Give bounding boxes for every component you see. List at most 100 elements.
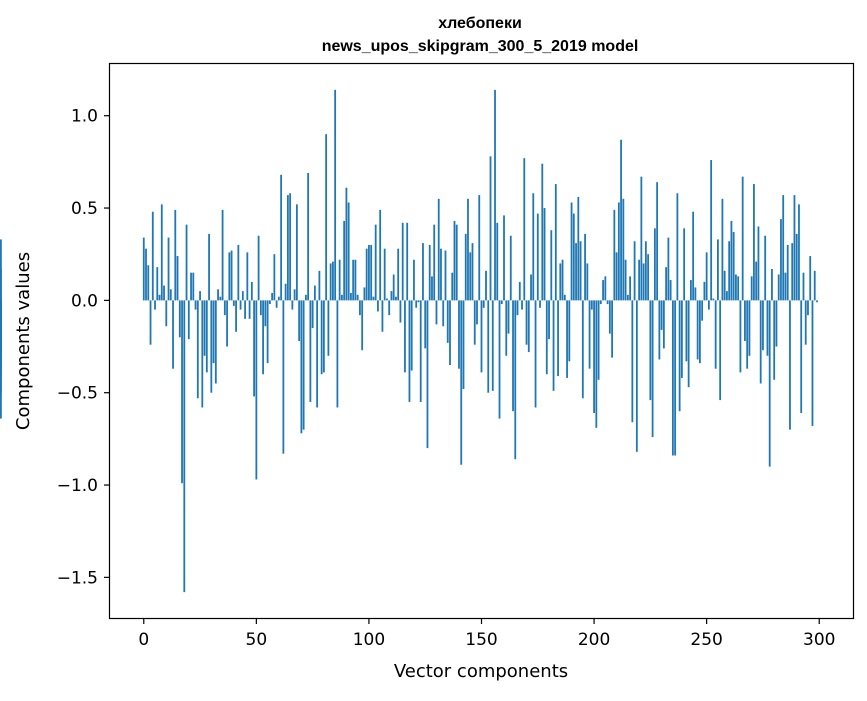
bar-156 <box>494 89 496 301</box>
bar-73 <box>307 172 310 301</box>
bar-133 <box>442 300 445 327</box>
bar-277 <box>766 300 769 356</box>
bar-238 <box>678 300 681 412</box>
bar-80 <box>322 300 325 373</box>
bar-29 <box>208 233 210 301</box>
bar-260 <box>728 241 731 301</box>
bar-264 <box>737 276 740 301</box>
bar-12 <box>169 289 172 301</box>
bar-276 <box>764 235 767 301</box>
bar-36 <box>223 300 226 316</box>
bar-171 <box>527 300 530 353</box>
bar-286 <box>786 244 789 301</box>
bar-81 <box>325 134 328 301</box>
bar-190 <box>570 202 573 301</box>
bar-237 <box>676 193 679 301</box>
bar-154 <box>489 156 492 301</box>
bar-239 <box>680 300 683 378</box>
bar-20 <box>187 300 190 340</box>
bar-278 <box>768 300 771 467</box>
bar-259 <box>726 291 728 301</box>
bar-294 <box>804 300 807 345</box>
bar-281 <box>775 300 778 347</box>
bar-94 <box>354 259 357 301</box>
bar-undefined <box>0 239 2 301</box>
bars-group <box>0 89 818 593</box>
bar-75 <box>311 300 314 329</box>
bar-136 <box>449 300 451 365</box>
bar-122 <box>417 300 420 303</box>
bar-151 <box>482 300 485 308</box>
bar-4 <box>151 211 154 301</box>
x-axis-label: Vector components <box>394 661 568 682</box>
bar-123 <box>419 300 422 402</box>
bar-187 <box>563 294 566 301</box>
bar-184 <box>557 300 559 377</box>
bar-185 <box>559 263 562 301</box>
y-tick-label: 0.0 <box>71 291 98 311</box>
bar-147 <box>473 300 476 345</box>
bar-150 <box>480 300 483 373</box>
bar-296 <box>809 256 812 301</box>
bar-40 <box>232 300 235 306</box>
bar-234 <box>669 280 672 301</box>
bar-257 <box>721 198 724 301</box>
bar-157 <box>496 222 499 301</box>
bar-19 <box>185 224 188 301</box>
bar-215 <box>626 294 629 301</box>
bar-41 <box>235 300 237 332</box>
bar-115 <box>401 222 404 301</box>
bar-194 <box>579 241 582 301</box>
bar-43 <box>239 300 242 310</box>
bar-16 <box>178 300 181 338</box>
bar-141 <box>460 300 463 465</box>
bar-221 <box>640 176 643 301</box>
bar-57 <box>271 292 274 301</box>
bar-22 <box>192 272 195 301</box>
bar-71 <box>302 300 305 430</box>
x-tick-label: 50 <box>246 630 268 650</box>
bar-246 <box>696 300 699 360</box>
bar-72 <box>304 294 307 301</box>
bar-10 <box>165 300 168 327</box>
bar-289 <box>793 195 796 301</box>
bar-164 <box>512 300 514 412</box>
bar-121 <box>415 300 418 308</box>
bar-105 <box>379 209 382 301</box>
bar-96 <box>359 300 361 316</box>
bar-222 <box>642 263 645 301</box>
bar-113 <box>397 248 400 301</box>
bar-229 <box>658 300 661 360</box>
bar-212 <box>620 139 622 301</box>
bar-131 <box>437 198 440 301</box>
bar-199 <box>590 300 593 310</box>
bar-18 <box>183 300 186 593</box>
bar-78 <box>318 270 321 301</box>
bar-209 <box>613 209 616 301</box>
bar-66 <box>291 300 294 310</box>
bar-186 <box>561 259 564 301</box>
bar-45 <box>244 300 246 319</box>
bar-23 <box>194 300 197 310</box>
bar-255 <box>717 239 719 301</box>
y-tick-label: −0.5 <box>57 384 98 404</box>
bar-248 <box>701 300 704 321</box>
bar-158 <box>498 300 501 419</box>
bar-142 <box>462 300 465 390</box>
bar-27 <box>203 300 206 356</box>
bar-160 <box>503 215 505 301</box>
bar-97 <box>361 300 364 351</box>
bar-268 <box>746 300 749 369</box>
bar-117 <box>406 222 409 301</box>
bar-110 <box>390 291 393 301</box>
bar-17 <box>181 300 183 484</box>
bar-159 <box>500 300 503 305</box>
bar-295 <box>807 300 809 316</box>
bar-11 <box>167 237 170 301</box>
bar-undefined <box>0 300 2 393</box>
bar-275 <box>762 300 764 351</box>
bar-232 <box>665 267 668 301</box>
bar-130 <box>435 300 438 325</box>
bar-116 <box>404 300 406 373</box>
bar-146 <box>471 243 474 301</box>
